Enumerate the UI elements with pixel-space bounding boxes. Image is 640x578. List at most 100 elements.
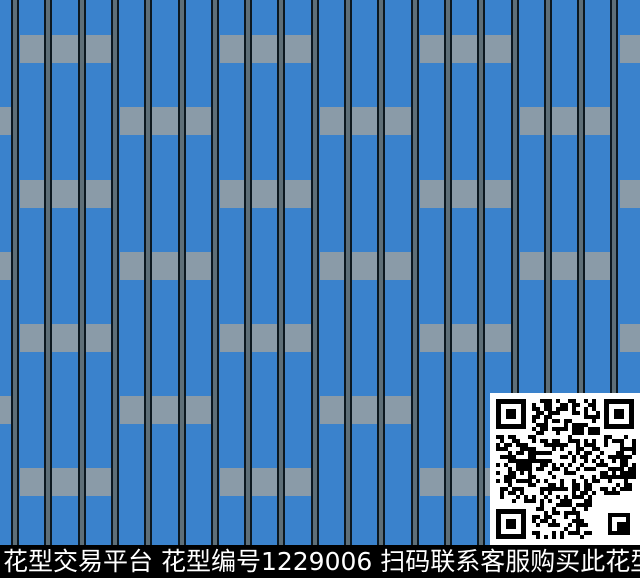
qr-module <box>528 479 532 483</box>
qr-module <box>560 443 564 447</box>
qr-module <box>588 443 592 447</box>
qr-module <box>580 455 584 459</box>
qr-module <box>560 499 564 503</box>
qr-module <box>568 419 572 423</box>
qr-module <box>572 471 576 475</box>
qr-module <box>620 467 624 471</box>
qr-module <box>584 483 588 487</box>
qr-module <box>592 403 596 407</box>
qr-module <box>560 483 564 487</box>
pattern-band <box>0 252 12 280</box>
qr-module <box>512 459 516 463</box>
qr-module <box>508 483 512 487</box>
qr-module <box>540 491 544 495</box>
qr-module <box>528 447 532 451</box>
qr-module <box>592 431 596 435</box>
qr-module <box>560 427 564 431</box>
qr-module <box>508 443 512 447</box>
pattern-band <box>20 324 112 352</box>
qr-module <box>564 471 568 475</box>
qr-module <box>544 479 548 483</box>
qr-module <box>540 459 544 463</box>
qr-module <box>608 491 612 495</box>
qr-module <box>500 455 504 459</box>
qr-module <box>568 399 572 403</box>
qr-module <box>524 499 528 503</box>
qr-module <box>508 471 512 475</box>
pattern-stripe <box>377 0 386 545</box>
qr-module <box>588 483 592 487</box>
qr-module <box>532 419 536 423</box>
qr-module <box>632 443 636 447</box>
qr-module <box>600 471 604 475</box>
qr-module <box>576 515 580 519</box>
qr-module <box>536 535 540 539</box>
qr-module <box>528 471 532 475</box>
qr-module <box>516 459 520 463</box>
qr-module <box>532 495 536 499</box>
qr-module <box>568 435 572 439</box>
qr-module <box>564 403 568 407</box>
qr-module <box>576 411 580 415</box>
qr-module <box>568 523 572 527</box>
qr-module <box>552 535 556 539</box>
qr-module <box>620 455 624 459</box>
qr-module <box>536 479 540 483</box>
pattern-stripe <box>543 0 552 545</box>
qr-module <box>612 439 616 443</box>
qr-module <box>612 475 616 479</box>
qr-module <box>568 531 572 535</box>
qr-module <box>544 495 548 499</box>
qr-module <box>564 427 568 431</box>
qr-module <box>536 523 540 527</box>
qr-module <box>524 459 528 463</box>
qr-module <box>520 451 524 455</box>
qr-module <box>628 471 632 475</box>
qr-module <box>552 439 556 443</box>
qr-module <box>512 499 516 503</box>
qr-module <box>544 407 548 411</box>
qr-module <box>548 499 552 503</box>
qr-module <box>600 451 604 455</box>
qr-module <box>576 427 580 431</box>
qr-module <box>580 523 584 527</box>
qr-module <box>536 415 540 419</box>
qr-module <box>584 415 588 419</box>
qr-module <box>596 447 600 451</box>
qr-module <box>616 483 620 487</box>
pattern-stripe <box>144 0 153 545</box>
qr-module <box>540 399 544 403</box>
qr-module <box>536 467 540 471</box>
qr-module <box>500 491 504 495</box>
qr-module <box>536 459 540 463</box>
qr-module <box>528 463 532 467</box>
qr-module <box>604 471 608 475</box>
qr-module <box>544 419 548 423</box>
qr-module <box>544 423 548 427</box>
qr-module <box>608 475 612 479</box>
qr-module <box>556 411 560 415</box>
pattern-band <box>420 180 512 208</box>
qr-module <box>548 459 552 463</box>
qr-module <box>588 467 592 471</box>
qr-module <box>548 443 552 447</box>
qr-module <box>612 471 616 475</box>
qr-module <box>584 467 588 471</box>
qr-module <box>548 491 552 495</box>
pattern-band <box>620 35 640 63</box>
pattern-stripe <box>277 0 286 545</box>
qr-module <box>564 455 568 459</box>
qr-code-icon <box>490 393 640 545</box>
qr-module <box>544 403 548 407</box>
qr-module <box>628 487 632 491</box>
qr-module <box>556 443 560 447</box>
qr-module <box>604 435 608 439</box>
qr-module <box>584 503 588 507</box>
qr-module <box>520 463 524 467</box>
qr-module <box>620 471 624 475</box>
qr-module <box>532 403 536 407</box>
qr-module <box>532 435 536 439</box>
qr-module <box>560 403 564 407</box>
qr-module <box>528 499 532 503</box>
qr-module <box>576 523 580 527</box>
